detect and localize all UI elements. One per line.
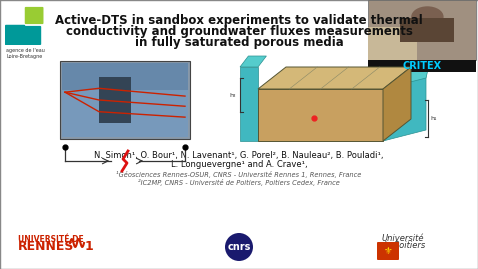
Bar xyxy=(99,77,131,123)
Text: L. Longuevergne¹ and A. Crave¹,: L. Longuevergne¹ and A. Crave¹, xyxy=(171,160,307,169)
Text: agence de l'eau
Loire-Bretagne: agence de l'eau Loire-Bretagne xyxy=(6,48,44,59)
Text: RENNES: RENNES xyxy=(18,240,75,253)
Text: ¹Géosciences Rennes-OSUR, CNRS - Université Rennes 1, Rennes, France: ¹Géosciences Rennes-OSUR, CNRS - Univers… xyxy=(116,171,362,178)
Bar xyxy=(368,27,417,60)
Polygon shape xyxy=(383,61,426,141)
Bar xyxy=(258,89,383,141)
FancyBboxPatch shape xyxy=(5,25,25,45)
FancyBboxPatch shape xyxy=(377,242,399,260)
Text: Université: Université xyxy=(382,234,424,243)
Bar xyxy=(401,18,455,42)
Polygon shape xyxy=(383,57,431,89)
Text: N. Simon¹, O. Bour¹, N. Lavenant¹, G. Porel², B. Nauleau², B. Pouladi¹,: N. Simon¹, O. Bour¹, N. Lavenant¹, G. Po… xyxy=(94,151,384,160)
Text: 1: 1 xyxy=(85,240,94,253)
Bar xyxy=(62,90,188,137)
Text: conductivity and groundwater fluxes measurements: conductivity and groundwater fluxes meas… xyxy=(65,25,413,38)
Text: UNIVERSITÉ DE: UNIVERSITÉ DE xyxy=(18,235,84,243)
Text: h₂: h₂ xyxy=(229,93,236,98)
Ellipse shape xyxy=(411,6,444,27)
Text: de Poitiers: de Poitiers xyxy=(381,241,425,250)
Text: ⚜: ⚜ xyxy=(384,246,392,256)
Bar xyxy=(368,60,476,72)
Circle shape xyxy=(225,233,253,261)
Text: CRITEX: CRITEX xyxy=(402,61,442,71)
Polygon shape xyxy=(383,67,411,141)
Polygon shape xyxy=(240,56,266,67)
Text: ²IC2MP, CNRS - Université de Poitiers, Poitiers Cedex, France: ²IC2MP, CNRS - Université de Poitiers, P… xyxy=(138,179,340,186)
Text: h₁: h₁ xyxy=(430,116,436,121)
Bar xyxy=(62,63,188,137)
Polygon shape xyxy=(258,67,411,89)
Text: cnrs: cnrs xyxy=(228,242,250,252)
Text: in fully saturated porous media: in fully saturated porous media xyxy=(135,36,343,49)
FancyBboxPatch shape xyxy=(5,26,41,45)
Bar xyxy=(368,0,476,60)
Text: Active-DTS in sandbox experiments to validate thermal: Active-DTS in sandbox experiments to val… xyxy=(55,14,423,27)
FancyBboxPatch shape xyxy=(25,7,43,24)
Bar xyxy=(240,67,258,141)
Bar xyxy=(60,61,190,139)
